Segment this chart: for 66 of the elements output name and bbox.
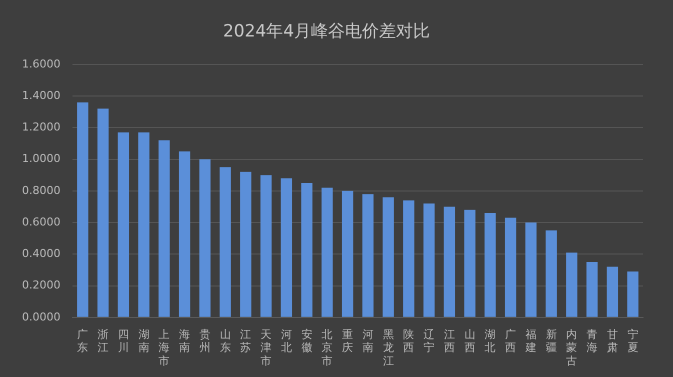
bar (586, 262, 598, 317)
bar (280, 178, 292, 317)
x-tick-label: 江西 (444, 328, 455, 354)
bar (138, 132, 150, 317)
bar (342, 190, 354, 317)
x-tick-label: 陕西 (403, 328, 414, 354)
y-tick-label: 0.6000 (22, 215, 60, 228)
x-tick-label: 重庆 (342, 328, 354, 354)
bar (118, 132, 130, 317)
bar (158, 140, 170, 317)
x-tick-label: 安徽 (301, 328, 312, 354)
x-tick-label: 湖南 (138, 328, 150, 354)
bar (97, 108, 109, 317)
x-tick-label: 黑龙江 (382, 328, 394, 368)
x-tick-label: 四川 (118, 328, 129, 354)
bar (240, 172, 252, 317)
x-tick-label: 宁夏 (627, 328, 638, 354)
x-tick-label: 甘肃 (606, 328, 618, 354)
y-tick-label: 1.0000 (22, 152, 60, 166)
x-tick-label: 辽宁 (424, 328, 435, 354)
bar (504, 218, 516, 317)
x-tick-label: 江苏 (240, 328, 252, 354)
bar (403, 200, 414, 317)
y-tick-label: 0.4000 (22, 247, 60, 260)
y-tick-label: 0.0000 (22, 310, 60, 324)
y-tick-label: 0.8000 (22, 184, 60, 197)
x-tick-label: 天津市 (260, 328, 272, 368)
bar (382, 197, 394, 317)
bar (260, 175, 272, 317)
chart-title: 2024年4月峰谷电价差对比 (222, 22, 430, 42)
x-tick-label: 北京市 (322, 328, 333, 368)
bar (301, 182, 312, 317)
x-tick-label: 山西 (464, 328, 476, 354)
y-tick-label: 1.6000 (22, 57, 60, 70)
y-tick-label: 1.2000 (22, 120, 60, 134)
x-tick-label: 山东 (220, 328, 231, 354)
bar (322, 188, 333, 317)
bar (178, 151, 190, 317)
bar (464, 210, 476, 317)
x-tick-label: 河南 (362, 328, 374, 354)
bar (423, 204, 435, 317)
x-tick-label: 贵州 (199, 328, 210, 354)
x-tick-label: 青海 (586, 328, 598, 354)
bar (444, 206, 456, 317)
x-tick-label: 新疆 (546, 328, 557, 354)
bar (220, 167, 231, 317)
bar (546, 230, 557, 317)
bar (627, 272, 638, 317)
x-tick-label: 湖北 (484, 328, 496, 354)
x-tick-label: 广西 (505, 328, 516, 354)
x-tick-label: 浙江 (98, 328, 109, 354)
y-tick-label: 1.4000 (22, 88, 60, 102)
y-tick-label: 0.2000 (22, 278, 60, 292)
bar (566, 252, 578, 317)
x-tick-label: 海南 (179, 328, 190, 354)
x-tick-label: 内蒙古 (566, 328, 578, 368)
bar (525, 222, 537, 317)
bar (199, 159, 211, 317)
bar (362, 194, 374, 317)
x-tick-label: 广东 (77, 328, 88, 354)
x-tick-label: 福建 (524, 328, 536, 354)
bar (606, 266, 618, 317)
bar (484, 213, 496, 317)
x-tick-label: 河北 (280, 328, 292, 354)
bar (77, 102, 88, 317)
x-tick-label: 上海市 (158, 328, 170, 368)
